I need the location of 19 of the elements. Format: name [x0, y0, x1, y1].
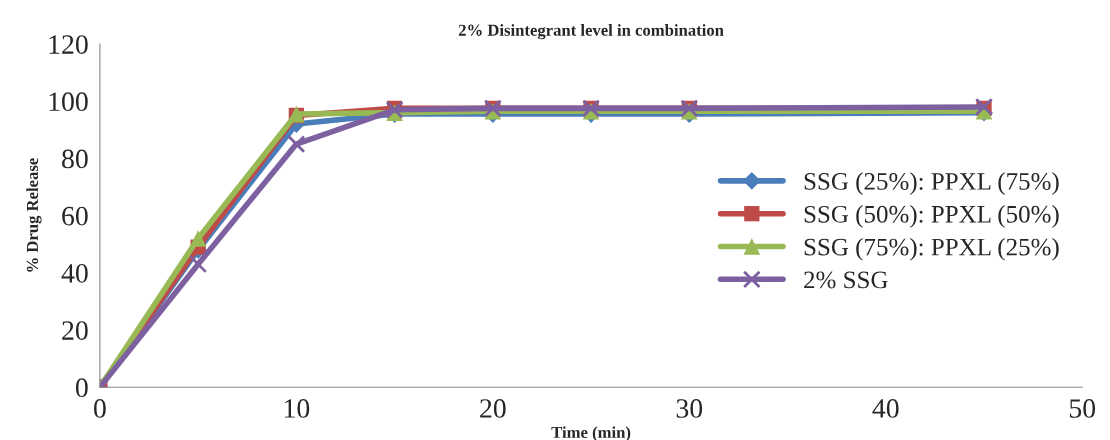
x-tick-label: 20 [480, 399, 506, 418]
y-tick-label: 80 [62, 149, 88, 169]
y-tick-label: 100 [49, 92, 88, 112]
x-tick-label: 30 [676, 399, 703, 418]
x-tick-label: 0 [94, 399, 106, 418]
legend-label: SSG (75%): PPXL (25%) [804, 237, 1059, 261]
y-tick-label: 60 [62, 206, 88, 226]
legend-label: SSG (25%): PPXL (75%) [804, 172, 1059, 195]
chart-title: 2% Disintegrant level in combination [458, 24, 724, 40]
y-tick-label: 20 [62, 321, 88, 340]
legend-label: 2% SSG [804, 271, 888, 289]
legend-label: SSG (50%): PPXL (50%) [804, 205, 1059, 228]
x-tick-label: 50 [1069, 399, 1096, 418]
y-tick-label: 120 [49, 35, 88, 54]
y-axis-title: % Drug Release [26, 158, 42, 272]
y-tick-label: 0 [75, 378, 88, 398]
x-tick-label: 10 [284, 399, 310, 418]
y-tick-label: 40 [61, 263, 88, 283]
x-tick-label: 40 [872, 399, 899, 418]
